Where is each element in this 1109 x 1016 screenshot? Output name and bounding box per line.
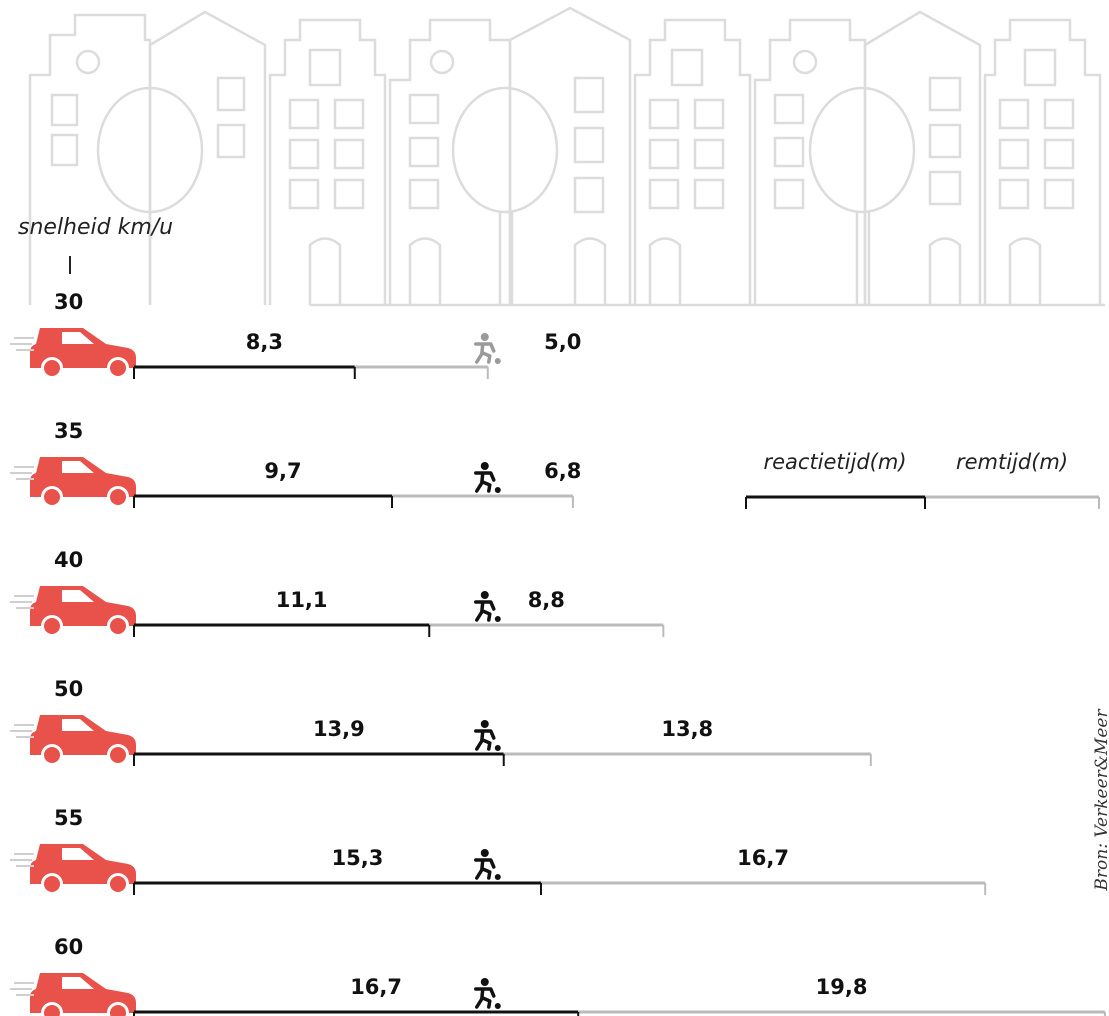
axis-label: snelheid km/u — [18, 215, 174, 240]
value-label-braking: 6,8 — [544, 459, 582, 483]
value-label-braking: 13,8 — [661, 717, 714, 741]
car-icon — [10, 328, 136, 379]
value-label-reaction: 13,9 — [312, 717, 365, 741]
speed-label: 55 — [54, 806, 84, 830]
source-credit: Bron: Verkeer&Meer — [1092, 709, 1109, 891]
car-icon — [10, 715, 136, 766]
speed-label: 50 — [54, 677, 84, 701]
value-label-reaction: 9,7 — [264, 459, 302, 483]
value-label-reaction: 15,3 — [331, 846, 384, 870]
value-label-braking: 5,0 — [544, 330, 582, 354]
street-scenery — [28, 6, 1105, 307]
speed-label: 30 — [54, 290, 84, 314]
pedestrian-icon — [474, 591, 501, 622]
legend-reactietijd-label: reactietijd(m) — [763, 450, 907, 474]
legend-remtijd-label: remtijd(m) — [955, 450, 1069, 474]
pedestrian-icon — [474, 333, 501, 364]
car-icon — [10, 844, 136, 895]
value-label-braking: 16,7 — [737, 846, 789, 870]
value-label-reaction: 16,7 — [350, 975, 403, 999]
pedestrian-icon — [474, 978, 501, 1009]
value-label-braking: 19,8 — [815, 975, 868, 999]
speed-label: 40 — [54, 548, 84, 572]
car-icon — [10, 586, 136, 637]
value-label-braking: 8,8 — [527, 588, 565, 612]
pedestrian-icon — [474, 720, 501, 751]
speed-label: 35 — [54, 419, 84, 443]
value-label-reaction: 8,3 — [245, 330, 283, 354]
car-icon — [10, 457, 136, 508]
pedestrian-icon — [474, 462, 501, 493]
axis-tick — [69, 256, 71, 274]
pedestrian-icon — [474, 849, 501, 880]
speed-label: 60 — [54, 935, 84, 959]
car-icon — [10, 973, 136, 1016]
value-label-reaction: 11,1 — [275, 588, 328, 612]
